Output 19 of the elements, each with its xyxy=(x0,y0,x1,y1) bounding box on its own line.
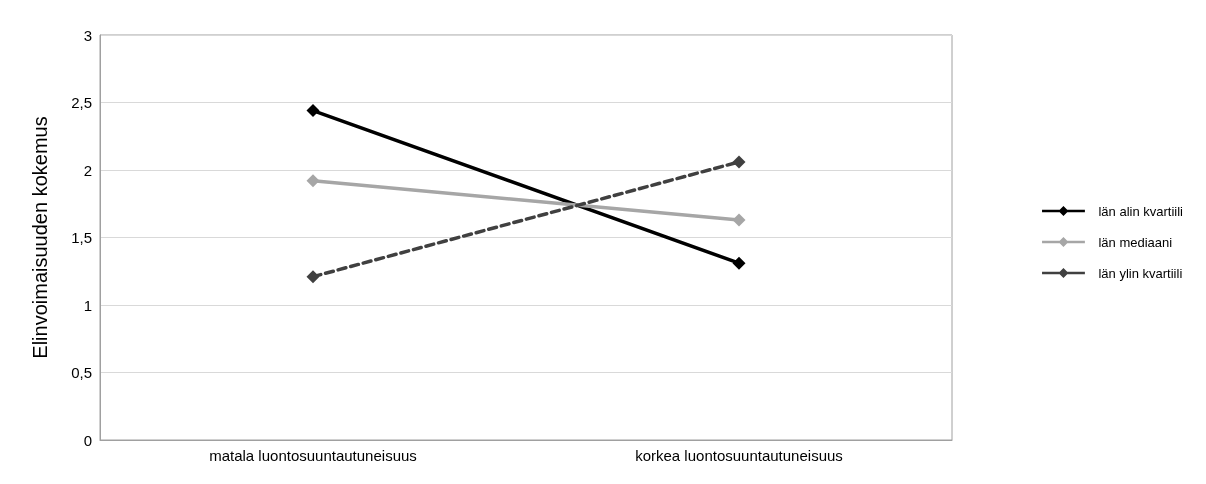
legend-label: län mediaani xyxy=(1098,234,1173,250)
y-tick-label: 0 xyxy=(83,431,92,449)
x-tick-label: korkea luontosuuntautuneisuus xyxy=(635,447,843,464)
point xyxy=(306,104,320,118)
point xyxy=(732,213,746,227)
legend-label: län ylin kvartiili xyxy=(1098,265,1183,281)
y-axis-title: Elinvoimaisuuden kokemus xyxy=(29,116,51,359)
y-tick-label: 2 xyxy=(83,161,92,179)
x-tick-label: matala luontosuuntautuneisuus xyxy=(209,447,417,464)
legend-label: län alin kvartiili xyxy=(1098,203,1184,219)
y-tick-label: 3 xyxy=(83,26,92,44)
y-tick-label: 2,5 xyxy=(71,94,92,111)
point xyxy=(732,155,746,169)
y-tick-label: 1,5 xyxy=(71,229,92,246)
y-tick-label: 0,5 xyxy=(71,364,92,381)
point xyxy=(306,270,320,284)
point xyxy=(306,174,320,188)
point xyxy=(732,256,746,270)
y-tick-label: 1 xyxy=(83,296,92,314)
